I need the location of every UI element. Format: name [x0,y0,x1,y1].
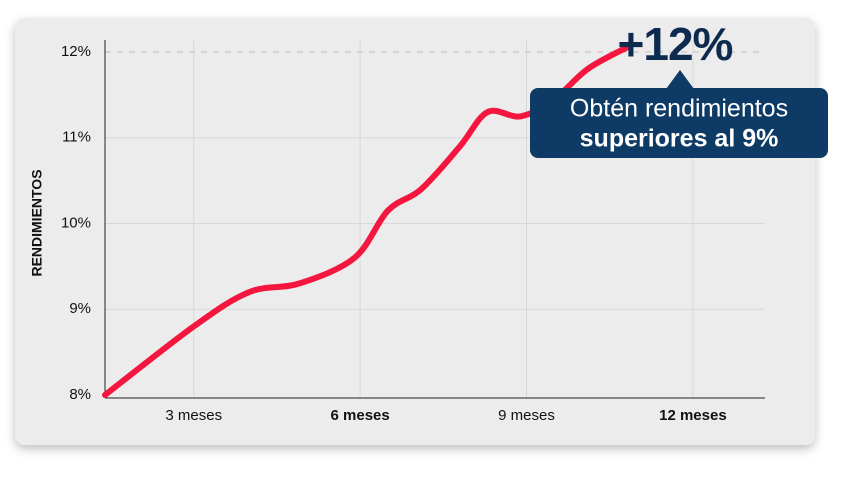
y-tick-label: 9% [69,300,91,317]
x-tick-label: 9 meses [498,407,555,424]
y-tick-label: 11% [62,129,91,146]
x-tick-label: 12 meses [659,407,727,424]
y-axis-label: RENDIMIENTOS [29,169,45,276]
x-tick-label: 6 meses [331,407,390,424]
card [15,18,815,445]
y-tick-label: 12% [61,43,91,60]
y-tick-label: 10% [61,214,91,231]
x-tick-label: 3 meses [165,407,222,424]
highlight-label: +12% [618,18,733,70]
callout-line: Obtén rendimientos [570,95,788,123]
y-tick-label: 8% [69,386,91,403]
callout-box [530,88,828,158]
callout-line: superiores al 9% [580,125,779,153]
callout: Obtén rendimientos superiores al 9% [530,70,828,158]
callout-pointer [666,70,694,89]
